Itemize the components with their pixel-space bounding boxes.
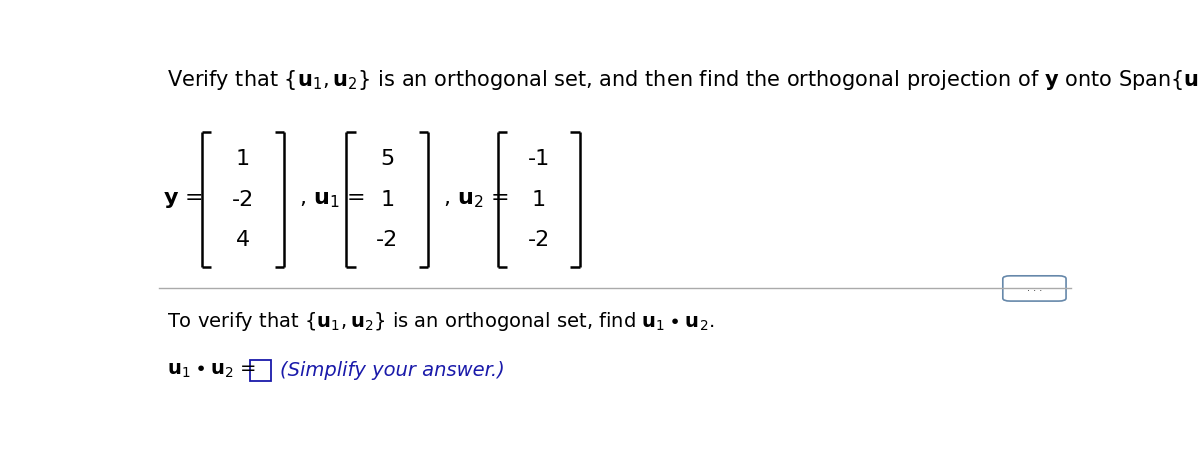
Text: (Simplify your answer.): (Simplify your answer.) [281, 361, 505, 380]
Bar [251, 359, 271, 381]
Text: 4: 4 [236, 231, 250, 250]
Text: , $\mathbf{u}_1$ =: , $\mathbf{u}_1$ = [299, 189, 365, 209]
Text: 1: 1 [380, 189, 395, 209]
Text: 1: 1 [236, 149, 250, 169]
Text: Verify that $\{{\bf u}_1,{\bf u}_2\}$ is an orthogonal set, and then find the or: Verify that $\{{\bf u}_1,{\bf u}_2\}$ is… [167, 68, 1200, 92]
Text: 5: 5 [380, 149, 395, 169]
Text: . . .: . . . [1027, 284, 1042, 293]
Text: 1: 1 [532, 189, 546, 209]
Text: -2: -2 [376, 231, 398, 250]
Text: ${\bf u}_1 \bullet {\bf u}_2$ =: ${\bf u}_1 \bullet {\bf u}_2$ = [167, 361, 256, 380]
Text: , $\mathbf{u}_2$ =: , $\mathbf{u}_2$ = [443, 189, 509, 209]
Text: -1: -1 [528, 149, 550, 169]
FancyBboxPatch shape [1003, 276, 1066, 301]
Text: -2: -2 [232, 189, 254, 209]
Text: -2: -2 [528, 231, 550, 250]
Text: To verify that $\{{\bf u}_1,{\bf u}_2\}$ is an orthogonal set, find ${\bf u}_1 \: To verify that $\{{\bf u}_1,{\bf u}_2\}$… [167, 310, 714, 333]
Text: $\mathbf{y}$ =: $\mathbf{y}$ = [163, 189, 203, 209]
